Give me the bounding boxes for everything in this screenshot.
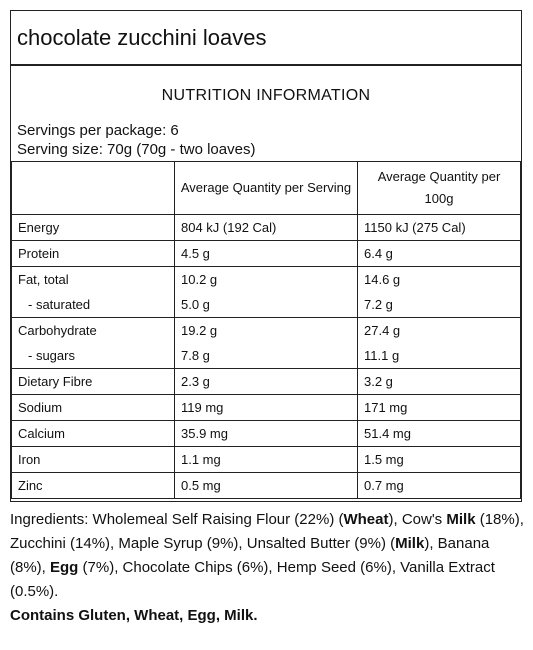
per-serving-group: 19.2 g 7.8 g: [174, 317, 358, 369]
per-serving-group: 10.2 g 5.0 g: [174, 266, 358, 318]
nutrient-label: Dietary Fibre: [11, 368, 175, 395]
serving-info: Servings per package: 6 Serving size: 70…: [17, 121, 255, 159]
per-100g-value: 14.6 g: [364, 272, 401, 287]
per-serving-value: 35.9 mg: [174, 420, 358, 447]
sub-per-100g-value: 11.1 g: [364, 348, 400, 363]
nutrient-label: Iron: [11, 446, 175, 473]
per-serving-value: 19.2 g: [181, 323, 218, 338]
ingredients-text: Ingredients: Wholemeal Self Raising Flou…: [10, 508, 525, 604]
table-row: Zinc 0.5 mg 0.7 mg: [11, 472, 521, 499]
allergen-statement: Contains Gluten, Wheat, Egg, Milk.: [10, 607, 258, 624]
per-100g-value: 27.4 g: [364, 323, 401, 338]
ingredients-part: (18%), Zucchini (14%), Maple Syrup (9%),…: [10, 511, 524, 552]
per-serving-value: 2.3 g: [174, 368, 358, 395]
nutrient-label: Protein: [11, 240, 175, 267]
ingredients-part: ), Banana (8%),: [10, 535, 490, 576]
per-serving-value: 1.1 mg: [174, 446, 358, 473]
per-100g-value: 171 mg: [357, 394, 521, 421]
table-row: Fat, total - saturated 10.2 g 5.0 g 14.6…: [11, 266, 521, 318]
nutrient-label: Sodium: [11, 394, 175, 421]
allergen-wheat: Wheat: [343, 511, 389, 528]
nutrient-label-group: Carbohydrate - sugars: [11, 317, 175, 369]
allergen-milk: Milk: [395, 535, 425, 552]
per-100g-group: 27.4 g 11.1 g: [357, 317, 521, 369]
nutrition-table: Average Quantity per Serving Average Qua…: [11, 161, 521, 499]
ingredients-part: (7%), Chocolate Chips (6%), Hemp Seed (6…: [10, 559, 495, 600]
per-serving-value: 804 kJ (192 Cal): [174, 214, 358, 241]
table-row: Dietary Fibre 2.3 g 3.2 g: [11, 368, 521, 395]
table-row: Sodium 119 mg 171 mg: [11, 394, 521, 421]
table-row: Protein 4.5 g 6.4 g: [11, 240, 521, 267]
per-serving-value: 119 mg: [174, 394, 358, 421]
table-row: Iron 1.1 mg 1.5 mg: [11, 446, 521, 473]
nutrition-panel: chocolate zucchini loaves NUTRITION INFO…: [10, 10, 522, 502]
sub-per-serving-value: 5.0 g: [181, 297, 210, 312]
per-serving-value: 0.5 mg: [174, 472, 358, 499]
product-title: chocolate zucchini loaves: [17, 25, 267, 50]
sub-nutrient-label: - saturated: [28, 297, 91, 312]
serving-size: Serving size: 70g (70g - two loaves): [17, 141, 256, 158]
ingredients-part: ), Cow's: [388, 511, 447, 528]
sub-per-100g-value: 7.2 g: [364, 297, 393, 312]
sub-nutrient-label: - sugars: [28, 348, 75, 363]
product-title-bar: chocolate zucchini loaves: [11, 11, 521, 66]
nutrient-label: Zinc: [11, 472, 175, 499]
per-100g-value: 51.4 mg: [357, 420, 521, 447]
per-100g-value: 6.4 g: [357, 240, 521, 267]
table-row: Calcium 35.9 mg 51.4 mg: [11, 420, 521, 447]
nutrient-label: Calcium: [11, 420, 175, 447]
servings-per-package: Servings per package: 6: [17, 122, 179, 139]
per-100g-group: 14.6 g 7.2 g: [357, 266, 521, 318]
table-row: Energy 804 kJ (192 Cal) 1150 kJ (275 Cal…: [11, 214, 521, 241]
sub-per-serving-value: 7.8 g: [181, 348, 210, 363]
nutrition-heading: NUTRITION INFORMATION: [161, 87, 371, 104]
nutrient-label: Carbohydrate: [18, 323, 97, 338]
nutrient-label: Fat, total: [18, 272, 69, 287]
nutrient-label-group: Fat, total - saturated: [11, 266, 175, 318]
allergen-milk: Milk: [446, 511, 476, 528]
per-100g-value: 3.2 g: [357, 368, 521, 395]
table-header-per-serving: Average Quantity per Serving: [174, 161, 358, 215]
table-header-per-100g: Average Quantity per 100g: [357, 161, 521, 215]
table-row: Carbohydrate - sugars 19.2 g 7.8 g 27.4 …: [11, 317, 521, 369]
per-100g-value: 1.5 mg: [357, 446, 521, 473]
ingredients-part: Ingredients: Wholemeal Self Raising Flou…: [10, 511, 344, 528]
per-100g-value: 1150 kJ (275 Cal): [357, 214, 521, 241]
table-header-row: Average Quantity per Serving Average Qua…: [11, 161, 521, 215]
nutrient-label: Energy: [11, 214, 175, 241]
table-header-blank: [11, 161, 175, 215]
per-100g-value: 0.7 mg: [357, 472, 521, 499]
per-serving-value: 4.5 g: [174, 240, 358, 267]
per-serving-value: 10.2 g: [181, 272, 218, 287]
allergen-egg: Egg: [50, 559, 79, 576]
